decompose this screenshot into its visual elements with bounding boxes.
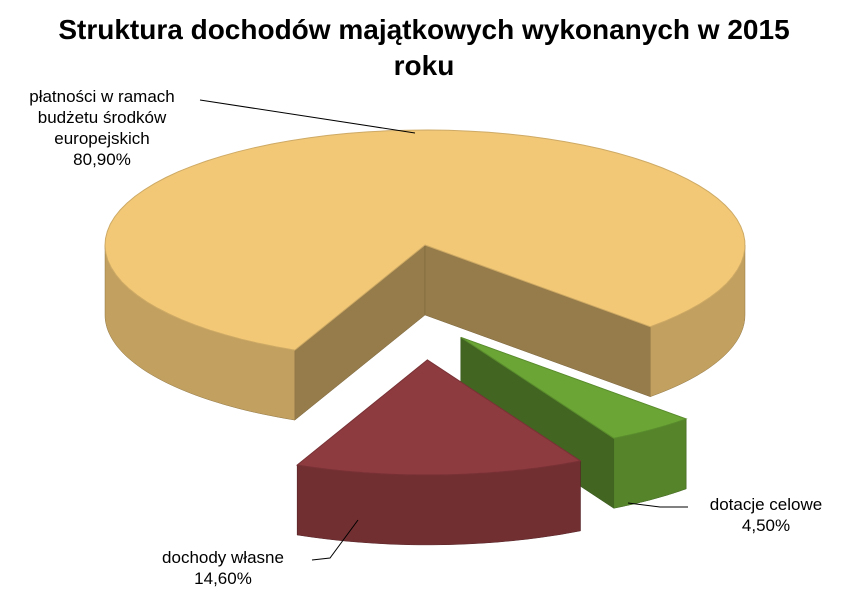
value-label: 4,50%	[741, 516, 791, 535]
slice-label: dochody własne 14,60%	[128, 547, 318, 589]
slice	[460, 336, 688, 439]
leader-line	[311, 519, 359, 561]
category-label: dochody własne	[162, 548, 284, 567]
value-label: 80,90%	[73, 150, 131, 169]
category-label: dotacje celowe	[709, 495, 823, 514]
slice-label: płatności w ramach budżetu środków europ…	[4, 86, 200, 170]
slice	[295, 359, 582, 476]
slices	[104, 129, 746, 546]
value-label: 14,60%	[194, 569, 252, 588]
slice	[104, 129, 746, 351]
slice-label: dotacje celowe 4,50%	[686, 494, 846, 536]
chart-title: Struktura dochodów majątkowych wykonanyc…	[58, 14, 790, 81]
leader-line	[627, 502, 688, 508]
category-label: płatności w ramach budżetu środków europ…	[29, 87, 175, 148]
leader-line	[199, 99, 416, 134]
